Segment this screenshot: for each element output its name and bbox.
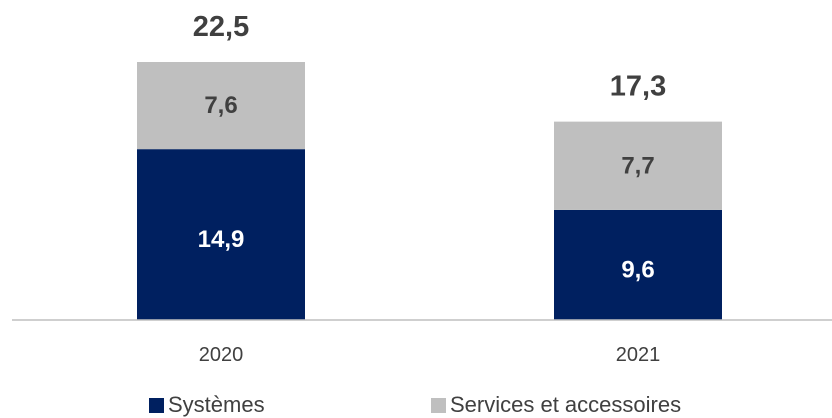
bar-2021-series-1 [554, 121, 722, 210]
legend-swatch-services [431, 397, 446, 413]
legend-item-systemes: Systèmes [149, 392, 265, 418]
legend: Systèmes Services et accessoires [0, 392, 832, 417]
legend-label-services: Services et accessoires [450, 392, 682, 417]
data-label-2021-series-0: 9,6 [621, 256, 654, 283]
bar-2021-series-0 [554, 209, 722, 320]
total-label-2020: 22,5 [193, 11, 249, 43]
data-label-2021-series-1: 7,7 [621, 152, 654, 179]
total-label-2021: 17,3 [610, 71, 666, 103]
legend-item-services: Services et accessoires [431, 392, 681, 418]
legend-swatch-systemes [149, 397, 164, 413]
data-label-2020-series-1: 7,6 [204, 92, 237, 119]
data-label-2020-series-0: 14,9 [198, 226, 245, 253]
x-tick-label-2020: 2020 [199, 344, 244, 366]
bar-2020-series-1 [137, 62, 305, 150]
legend-label-systemes: Systèmes [168, 392, 265, 417]
x-tick-label-2021: 2021 [616, 344, 661, 366]
bar-2020-series-0 [137, 149, 305, 320]
